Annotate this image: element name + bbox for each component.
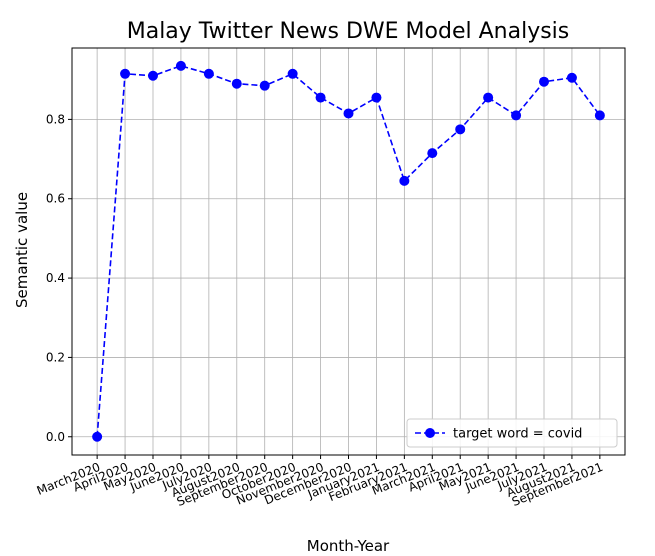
point bbox=[120, 68, 131, 79]
point bbox=[259, 80, 270, 91]
y-tick-label: 0.6 bbox=[46, 192, 65, 206]
point bbox=[343, 108, 354, 119]
plot-frame bbox=[71, 47, 626, 456]
point bbox=[92, 431, 103, 442]
point bbox=[455, 124, 466, 135]
legend-box bbox=[406, 418, 618, 448]
y-tick-label: 0.2 bbox=[46, 350, 65, 364]
legend-label: target word = covid bbox=[453, 427, 582, 442]
chart-title: Malay Twitter News DWE Model Analysis bbox=[127, 19, 570, 44]
point bbox=[511, 110, 522, 121]
point bbox=[594, 110, 605, 121]
point bbox=[427, 148, 438, 159]
point bbox=[203, 68, 214, 79]
x-axis-label: Month-Year bbox=[307, 537, 390, 555]
point bbox=[175, 60, 186, 71]
point bbox=[371, 92, 382, 103]
y-tick-label: 0.0 bbox=[46, 430, 65, 444]
point bbox=[231, 78, 242, 89]
point bbox=[483, 92, 494, 103]
point bbox=[287, 68, 298, 79]
point bbox=[566, 72, 577, 83]
point bbox=[399, 175, 410, 186]
y-tick-label: 0.8 bbox=[46, 112, 65, 126]
point bbox=[315, 92, 326, 103]
legend-marker bbox=[425, 428, 435, 438]
y-axis-label: Semantic value bbox=[13, 192, 31, 308]
point bbox=[147, 70, 158, 81]
point bbox=[539, 76, 550, 87]
y-tick-label: 0.4 bbox=[46, 271, 65, 285]
